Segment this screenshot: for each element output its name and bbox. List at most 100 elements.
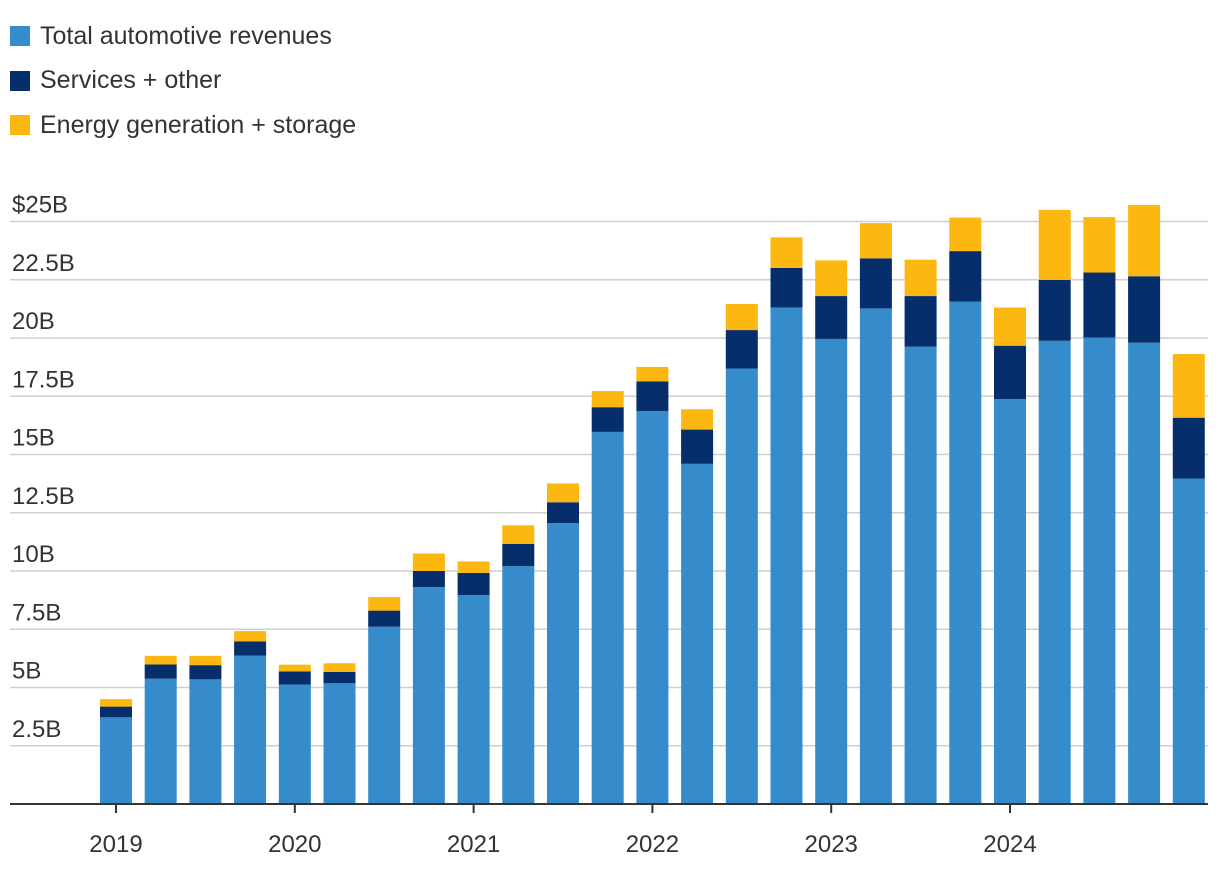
bar-stack-16	[815, 260, 848, 804]
bar-stack-10	[547, 483, 579, 804]
bar-segment-automotive-18	[904, 346, 937, 804]
bar-segment-energy-11	[591, 391, 624, 408]
bar-segment-services-4	[278, 671, 311, 685]
y-tick-label-1: 5B	[12, 658, 41, 685]
y-tick-label-7: 20B	[12, 308, 55, 335]
bar-segment-services-18	[904, 296, 937, 347]
bar-segment-energy-13	[681, 409, 714, 430]
bar-segment-energy-16	[815, 260, 848, 297]
x-axis: 2019 2020 2021 2022 2023 2024	[10, 803, 1208, 858]
legend-item-services[interactable]: Services + other	[10, 59, 356, 104]
bar-segment-automotive-12	[636, 411, 669, 804]
bar-segment-energy-14	[725, 303, 758, 331]
bar-segment-automotive-10	[547, 523, 579, 804]
legend: Total automotive revenues Services + oth…	[10, 14, 356, 148]
bar-segment-energy-0	[100, 699, 132, 707]
bar-stack-3	[234, 631, 267, 804]
legend-item-energy[interactable]: Energy generation + storage	[10, 103, 356, 148]
bar-segment-automotive-14	[725, 368, 758, 804]
bar-segment-automotive-3	[234, 655, 267, 804]
bar-segment-services-12	[636, 381, 669, 412]
x-tick-label-3: 2022	[626, 831, 679, 858]
bar-segment-services-1	[144, 664, 177, 679]
bar-segment-energy-10	[547, 483, 579, 503]
x-tick-label-5: 2024	[983, 831, 1036, 858]
bar-stack-1	[144, 655, 177, 804]
bar-stack-7	[412, 553, 445, 804]
bar-segment-energy-18	[904, 259, 937, 297]
y-tick-label-0: 2.5B	[12, 716, 61, 743]
bar-segment-energy-21	[1038, 209, 1071, 280]
bar-stacks	[100, 204, 1205, 804]
bar-stack-12	[636, 366, 669, 804]
y-tick-label-8: 22.5B	[12, 250, 75, 277]
bar-segment-services-15	[770, 267, 803, 308]
bar-segment-automotive-22	[1083, 337, 1116, 804]
bar-segment-services-21	[1038, 279, 1071, 341]
bar-segment-services-14	[725, 330, 758, 369]
bar-segment-services-0	[100, 706, 132, 718]
bar-segment-automotive-17	[859, 308, 892, 804]
bar-stack-13	[681, 409, 714, 804]
bar-segment-energy-20	[994, 307, 1026, 346]
y-tick-label-2: 7.5B	[12, 599, 61, 626]
bar-segment-services-23	[1128, 276, 1161, 343]
bar-segment-services-2	[189, 665, 222, 680]
bar-stack-15	[770, 237, 803, 804]
y-tick-label-6: 17.5B	[12, 366, 75, 393]
bar-stack-24	[1172, 354, 1205, 804]
bar-stack-18	[904, 259, 937, 804]
bar-segment-energy-15	[770, 237, 803, 268]
bar-segment-automotive-2	[189, 679, 222, 804]
x-tick-label-0: 2019	[89, 831, 142, 858]
bar-segment-services-9	[502, 543, 535, 567]
bar-segment-automotive-24	[1172, 478, 1205, 804]
y-axis: 2.5B 5B 7.5B 10B 12.5B 15B 17.5B 20B 22.5B $25B	[12, 192, 75, 743]
bar-segment-automotive-21	[1038, 340, 1071, 804]
x-tick-label-2: 2021	[447, 831, 500, 858]
legend-item-automotive[interactable]: Total automotive revenues	[10, 14, 356, 59]
bar-stack-9	[502, 525, 535, 804]
bar-segment-energy-2	[189, 655, 222, 666]
bar-stack-4	[278, 664, 311, 804]
bar-segment-services-22	[1083, 272, 1116, 338]
bar-segment-services-13	[681, 429, 714, 464]
bar-segment-automotive-16	[815, 338, 848, 804]
bar-segment-energy-24	[1172, 354, 1205, 418]
bar-segment-automotive-5	[323, 683, 356, 804]
bar-stack-2	[189, 655, 222, 804]
legend-label-services: Services + other	[40, 66, 222, 95]
bar-stack-8	[457, 561, 490, 804]
bar-stack-23	[1128, 204, 1161, 804]
x-tick-label-1: 2020	[268, 831, 321, 858]
bar-segment-energy-8	[457, 561, 490, 573]
bar-segment-automotive-8	[457, 594, 490, 804]
bar-segment-energy-6	[368, 597, 401, 611]
bar-segment-automotive-4	[278, 684, 311, 804]
bar-segment-services-10	[547, 502, 579, 524]
legend-swatch-energy	[10, 115, 30, 136]
bar-segment-energy-4	[278, 664, 311, 672]
bar-segment-energy-23	[1128, 204, 1161, 277]
bar-segment-automotive-9	[502, 566, 535, 804]
bar-stack-6	[368, 597, 401, 804]
bar-stack-21	[1038, 209, 1071, 804]
bar-segment-energy-22	[1083, 217, 1116, 273]
bar-segment-automotive-7	[412, 587, 445, 804]
bar-segment-automotive-11	[591, 431, 624, 804]
bar-segment-services-7	[412, 571, 445, 588]
bar-stack-5	[323, 663, 356, 804]
legend-label-automotive: Total automotive revenues	[40, 21, 332, 50]
bar-segment-services-20	[994, 345, 1026, 400]
bar-segment-services-16	[815, 296, 848, 339]
x-tick-label-4: 2023	[805, 831, 858, 858]
bar-segment-services-8	[457, 572, 490, 595]
bar-segment-automotive-13	[681, 463, 714, 804]
y-tick-label-5: 15B	[12, 425, 55, 452]
bar-segment-energy-9	[502, 525, 535, 544]
bar-segment-automotive-20	[994, 399, 1026, 804]
bar-segment-services-5	[323, 671, 356, 684]
bar-segment-energy-3	[234, 631, 267, 642]
bar-segment-automotive-6	[368, 626, 401, 804]
